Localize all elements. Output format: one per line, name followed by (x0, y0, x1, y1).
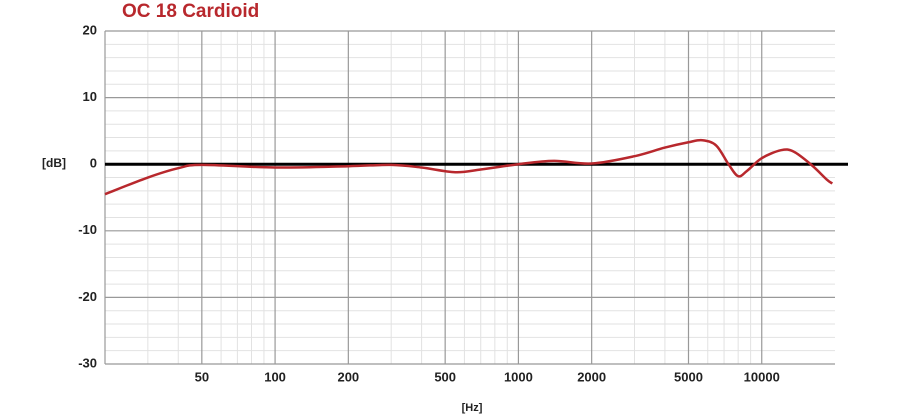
x-tick-label: 5000 (674, 369, 703, 384)
x-tick-label: 50 (195, 369, 209, 384)
y-tick-label: 10 (83, 89, 97, 104)
y-tick-label: -10 (78, 222, 97, 237)
x-tick-label: 10000 (744, 369, 780, 384)
x-tick-label: 100 (264, 369, 286, 384)
y-tick-label: 20 (83, 22, 97, 37)
y-tick-label: 0 (90, 156, 97, 171)
y-tick-label: -20 (78, 289, 97, 304)
x-tick-label: 1000 (504, 369, 533, 384)
x-tick-label: 200 (337, 369, 359, 384)
y-tick-label: -30 (78, 355, 97, 370)
chart-title: OC 18 Cardioid (122, 1, 259, 22)
x-axis-label: [Hz] (462, 402, 483, 414)
x-tick-label: 500 (434, 369, 456, 384)
response-curve (104, 138, 834, 196)
y-axis-label: [dB] (42, 156, 66, 170)
x-tick-label: 2000 (577, 369, 606, 384)
